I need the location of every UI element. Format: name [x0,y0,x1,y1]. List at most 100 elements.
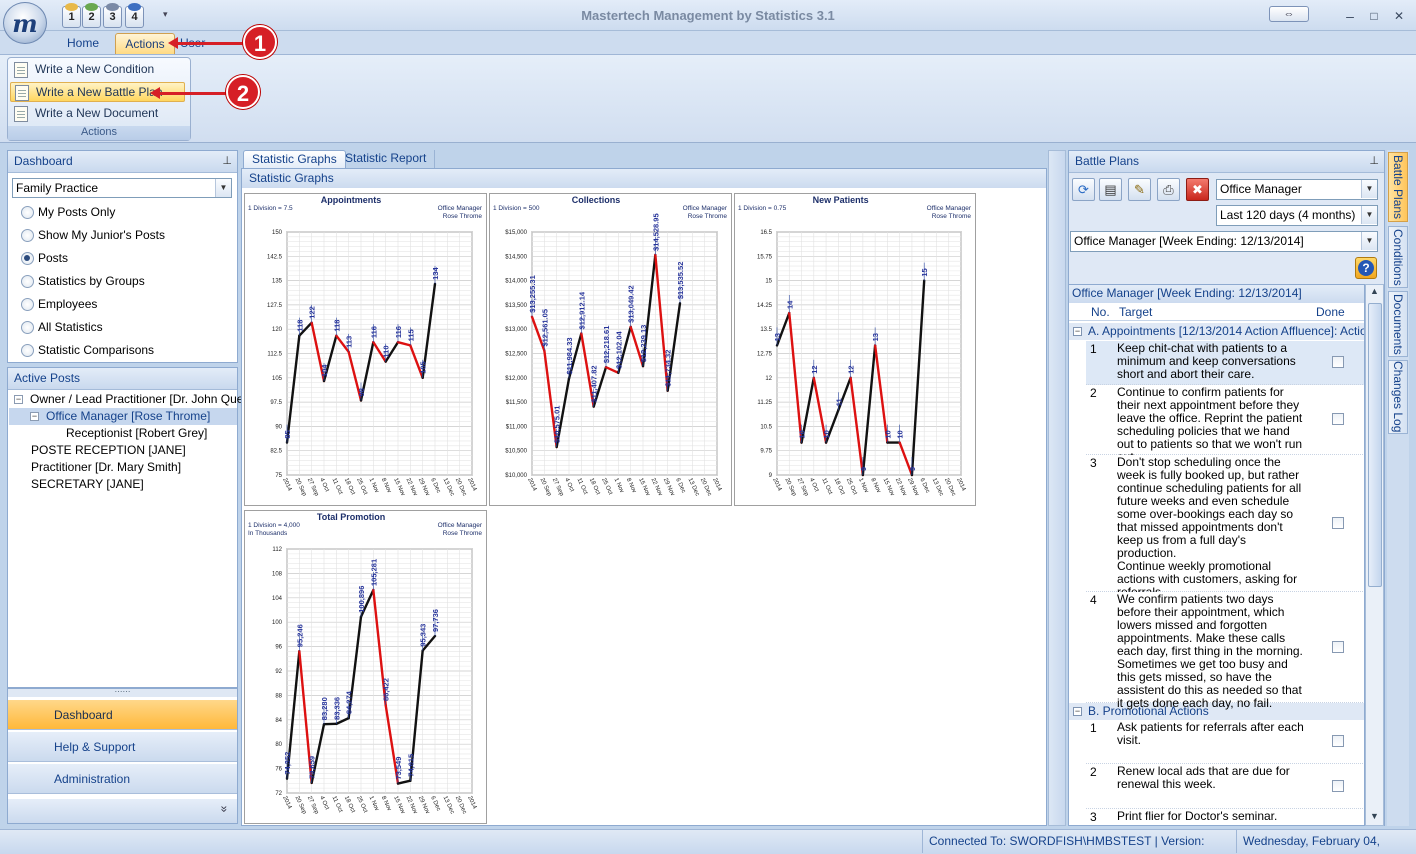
plan-group-header[interactable]: − A. Appointments [12/13/2014 Action Affl… [1069,323,1364,340]
y-tick-label: 96 [275,645,282,651]
x-tick-label: 1 Nov [857,477,869,494]
done-checkbox[interactable] [1332,640,1344,653]
delete-button[interactable]: ✖ [1186,178,1209,201]
qat-button-1[interactable]: 1 [62,3,81,28]
radio-option[interactable]: Statistic Comparisons [21,342,154,358]
tree-item[interactable]: Receptionist [Robert Grey] [66,426,208,440]
maximize-button[interactable]: □ [1370,9,1378,23]
plan-group-header[interactable]: − B. Promotional Actions [1069,703,1364,720]
nav-splitter-grip[interactable]: ⋯⋯ [8,688,237,697]
callout-arrow-1 [168,37,244,49]
write-document-button[interactable]: Write a New Document [10,104,185,124]
help-button[interactable]: ? [1355,257,1377,279]
scroll-up-icon[interactable]: ▲ [1370,286,1379,296]
collapse-icon[interactable]: − [14,394,23,404]
radio-option[interactable]: My Posts Only [21,204,115,220]
plan-row[interactable]: 3 Don't stop scheduling once the week is … [1086,455,1364,599]
nav-dashboard[interactable]: Dashboard [8,700,237,730]
tree-item[interactable]: SECRETARY [JANE] [31,477,144,491]
done-checkbox[interactable] [1332,516,1344,529]
plan-row-target: Continue to confirm patients for their n… [1117,386,1307,464]
side-tab-changes-log[interactable]: Changes Log [1388,360,1408,434]
total-promotion-chart[interactable]: Total Promotion 1 Division = 4,000 In Thou… [244,510,487,824]
scroll-down-icon[interactable]: ▼ [1370,811,1379,821]
column-no[interactable]: No. [1091,305,1110,319]
new-plan-button[interactable]: ▤ [1099,178,1122,201]
x-tick-label: 6 Dec [429,795,441,812]
data-label: $11,734.32 [664,350,673,387]
actions-group-caption: Actions [8,126,190,140]
nav-help-support[interactable]: Help & Support [8,732,237,762]
write-battle-plan-button[interactable]: Write a New Battle Plan [10,82,185,102]
week-select[interactable]: Office Manager [Week Ending: 12/13/2014]… [1070,231,1378,252]
side-tab-conditions[interactable]: Conditions [1388,226,1408,288]
period-select[interactable]: Last 120 days (4 months) ▼ [1216,205,1378,226]
plan-row[interactable]: 2 Continue to confirm patients for their … [1086,385,1364,464]
scroll-thumb[interactable] [1368,303,1382,587]
done-checkbox[interactable] [1332,779,1344,792]
column-target[interactable]: Target [1119,305,1153,319]
tab-statistic-graphs[interactable]: Statistic Graphs [243,150,346,168]
plan-row[interactable]: 1 Ask patients for referrals after each v… [1086,720,1364,764]
tree-item[interactable]: Practitioner [Dr. Mary Smith] [31,460,182,474]
plan-row-text: Ask patients for referrals after each vi… [1117,720,1304,747]
practice-dropdown-value: Family Practice [16,181,99,195]
minimize-button[interactable]: – [1346,8,1354,24]
collapse-icon[interactable]: − [1073,326,1082,336]
collections-chart[interactable]: Collections 1 Division = 500 Office Manage… [489,193,732,506]
ribbon-toggle-button[interactable]: ⇔ [1269,6,1309,22]
chevron-down-icon: ▼ [1361,206,1377,224]
side-tab-documents[interactable]: Documents [1388,291,1408,357]
qat-customize-icon[interactable]: ▾ [163,9,168,19]
post-select[interactable]: Office Manager ▼ [1216,179,1378,200]
plan-row[interactable]: 1 Keep chit-chat with patients to a minim… [1086,341,1364,385]
series-segment [347,615,363,720]
collapse-icon[interactable]: − [30,411,39,421]
radio-option[interactable]: Statistics by Groups [21,273,145,289]
done-checkbox[interactable] [1332,735,1344,747]
edit-plan-button[interactable]: ✎ [1128,178,1151,201]
side-tab-battle-plans[interactable]: Battle Plans [1388,152,1408,222]
x-tick-label: 8 Nov [869,477,881,494]
plan-row[interactable]: 4 We confirm patients two days before the… [1086,592,1364,710]
tab-statistic-report[interactable]: Statistic Report [337,150,436,168]
x-tick-label: 4 Oct [318,795,330,811]
nav-administration[interactable]: Administration [8,764,237,794]
radio-option[interactable]: Show My Junior's Posts [21,227,165,243]
series-segment [543,349,558,449]
data-label: $13,255.31 [528,275,537,313]
done-checkbox[interactable] [1332,356,1344,368]
column-done[interactable]: Done [1316,305,1345,319]
pin-icon[interactable]: ⊥ [1369,155,1379,167]
plan-row[interactable]: 3 Print flier for Doctor's seminar. [1086,809,1364,825]
y-tick-label: 11.25 [757,400,772,406]
radio-option[interactable]: All Statistics [21,319,103,335]
practice-dropdown[interactable]: Family Practice ▼ [12,178,232,198]
tree-item[interactable]: Owner / Lead Practitioner [Dr. John Que] [30,392,247,406]
radio-option[interactable]: Posts [21,250,68,266]
tab-home[interactable]: Home [66,36,99,50]
nav-overflow-icon[interactable]: » [217,805,232,813]
done-checkbox[interactable] [1332,413,1344,425]
qat-button-3[interactable]: 3 [103,3,122,28]
collapse-icon[interactable]: − [1073,706,1082,716]
close-button[interactable]: ✕ [1393,9,1405,23]
battle-plan-scrollbar[interactable]: ▲ ▼ [1365,284,1384,826]
tab-actions[interactable]: Actions [115,33,175,55]
write-condition-formula-button[interactable]: Write a New Condition Formula [10,60,185,95]
app-menu-button[interactable]: m [3,2,47,44]
splitter-strip[interactable] [1048,150,1066,826]
radio-option[interactable]: Employees [21,296,97,312]
new-patients-chart[interactable]: New Patients 1 Division = 0.75 Office Mana… [734,193,976,506]
series-segment [567,332,583,380]
print-button[interactable]: ⎙ [1157,178,1180,201]
appointments-chart[interactable]: Appointments 1 Division = 7.5 Office Manag… [244,193,487,506]
pin-icon[interactable]: ⊥ [222,155,232,167]
tree-item[interactable]: POSTE RECEPTION [JANE] [31,443,186,457]
refresh-button[interactable]: ⟳ [1072,178,1095,201]
qat-button-2[interactable]: 2 [82,3,101,28]
owner-post: Office Manager [438,522,483,529]
plan-row[interactable]: 2 Renew local ads that are due for renewa… [1086,764,1364,809]
tree-item[interactable]: Office Manager [Rose Throme] [46,409,211,423]
qat-button-4[interactable]: 4 [125,3,144,28]
